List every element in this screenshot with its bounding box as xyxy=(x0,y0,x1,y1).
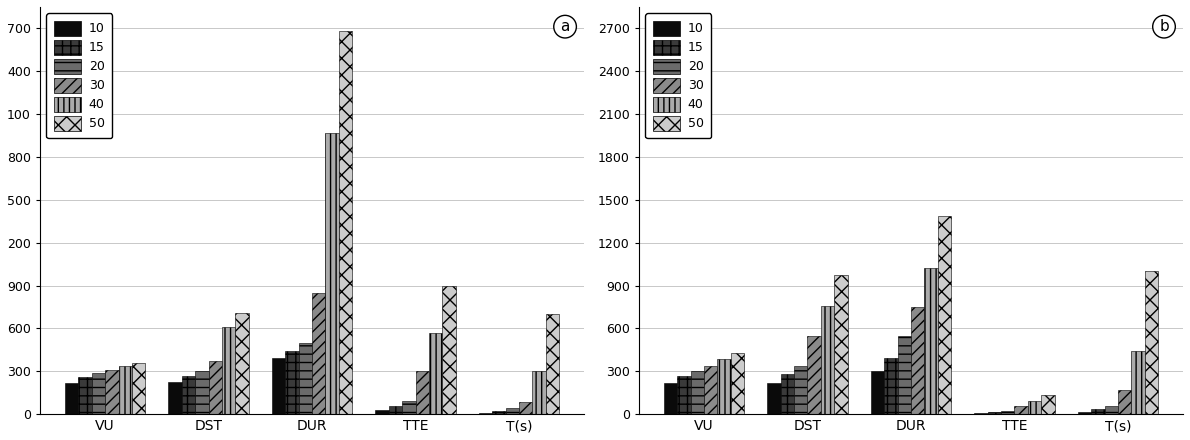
Bar xyxy=(443,286,456,414)
Bar xyxy=(808,336,821,414)
Bar xyxy=(664,384,677,414)
Bar xyxy=(119,367,132,414)
Bar xyxy=(781,374,794,414)
Bar xyxy=(195,371,208,414)
Bar xyxy=(236,313,249,414)
Bar xyxy=(299,343,312,414)
Bar xyxy=(1028,401,1041,414)
Bar xyxy=(428,333,443,414)
Bar xyxy=(834,275,847,414)
Bar xyxy=(506,408,519,414)
Bar xyxy=(1041,395,1054,414)
Bar xyxy=(105,370,119,414)
Bar xyxy=(208,361,223,414)
Bar xyxy=(988,412,1001,414)
Bar xyxy=(897,336,912,414)
Bar xyxy=(286,351,299,414)
Bar xyxy=(223,327,236,414)
Text: b: b xyxy=(1159,19,1169,34)
Bar xyxy=(884,359,897,414)
Bar xyxy=(938,216,951,414)
Bar xyxy=(312,293,326,414)
Bar xyxy=(415,371,428,414)
Bar xyxy=(677,376,690,414)
Bar xyxy=(64,383,79,414)
Bar xyxy=(182,376,195,414)
Bar xyxy=(132,363,145,414)
Text: a: a xyxy=(560,19,570,34)
Bar xyxy=(768,383,781,414)
Bar xyxy=(402,401,415,414)
Legend: 10, 15, 20, 30, 40, 50: 10, 15, 20, 30, 40, 50 xyxy=(46,13,112,139)
Bar xyxy=(478,413,493,414)
Bar xyxy=(389,406,402,414)
Bar xyxy=(704,366,718,414)
Bar xyxy=(1014,406,1028,414)
Bar xyxy=(912,307,925,414)
Bar xyxy=(718,359,731,414)
Bar xyxy=(1091,409,1104,414)
Bar xyxy=(339,31,352,414)
Bar xyxy=(1001,411,1014,414)
Bar xyxy=(1078,412,1091,414)
Bar xyxy=(794,367,808,414)
Bar xyxy=(532,371,546,414)
Bar xyxy=(326,133,339,414)
Bar xyxy=(1104,406,1117,414)
Bar xyxy=(546,314,559,414)
Bar xyxy=(975,413,988,414)
Bar xyxy=(1132,351,1145,414)
Bar xyxy=(168,382,182,414)
Legend: 10, 15, 20, 30, 40, 50: 10, 15, 20, 30, 40, 50 xyxy=(645,13,712,139)
Bar xyxy=(690,371,704,414)
Bar xyxy=(79,377,92,414)
Bar xyxy=(1145,271,1158,414)
Bar xyxy=(925,268,938,414)
Bar xyxy=(375,410,389,414)
Bar xyxy=(92,374,105,414)
Bar xyxy=(871,370,884,414)
Bar xyxy=(731,353,745,414)
Bar xyxy=(1117,390,1132,414)
Bar xyxy=(821,306,834,414)
Bar xyxy=(519,402,532,414)
Bar xyxy=(493,411,506,414)
Bar xyxy=(271,358,286,414)
